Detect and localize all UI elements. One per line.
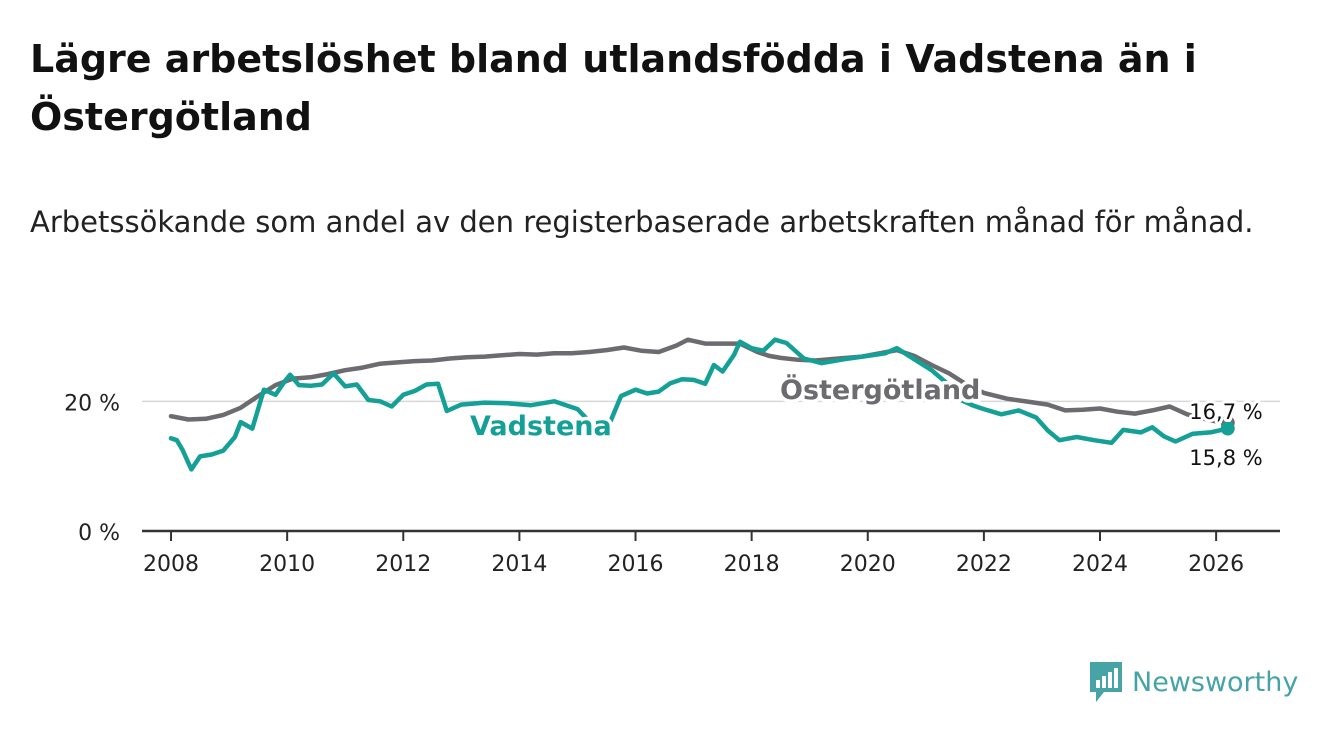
series-label-ostergotland: Östergötland — [780, 373, 980, 406]
x-tick-label: 2016 — [608, 552, 664, 577]
x-tick-label: 2010 — [259, 552, 315, 577]
y-tick-label: 0 % — [78, 521, 120, 546]
end-label-vadstena: 15,8 % — [1189, 446, 1262, 470]
series-endpoint-vadstena — [1220, 421, 1235, 436]
newsworthy-brand: Newsworthy — [1088, 660, 1298, 704]
label-layer: Östergötland Vadstena 16,7 % 15,8 % — [467, 370, 1266, 474]
series-line-vadstena — [168, 337, 1230, 472]
brand-name: Newsworthy — [1132, 666, 1299, 698]
chart-subtitle: Arbetssökande som andel av den registerb… — [30, 205, 1254, 239]
end-label-ostergotland: 16,7 % — [1189, 400, 1262, 424]
x-tick-label: 2018 — [724, 552, 780, 577]
x-tick-label: 2008 — [143, 552, 199, 577]
x-tick-label: 2026 — [1188, 552, 1244, 577]
x-tick-label: 2020 — [840, 552, 896, 577]
x-tick-label: 2012 — [375, 552, 431, 577]
series-label-vadstena: Vadstena — [470, 411, 612, 442]
axis-layer: 0 % 20 % 2008 2010 2012 2014 2016 2018 2020 2022 2… — [64, 391, 1280, 577]
series-line-östergötland — [168, 337, 1230, 425]
x-tick-label: 2024 — [1072, 552, 1128, 577]
newsworthy-logo-icon — [1090, 662, 1122, 702]
y-tick-label: 20 % — [64, 391, 120, 416]
series-layer — [168, 337, 1235, 472]
x-tick-label: 2014 — [491, 552, 547, 577]
x-tick-label: 2022 — [956, 552, 1012, 577]
chart-title: Lägre arbetslöshet bland utlandsfödda i … — [30, 37, 1197, 139]
